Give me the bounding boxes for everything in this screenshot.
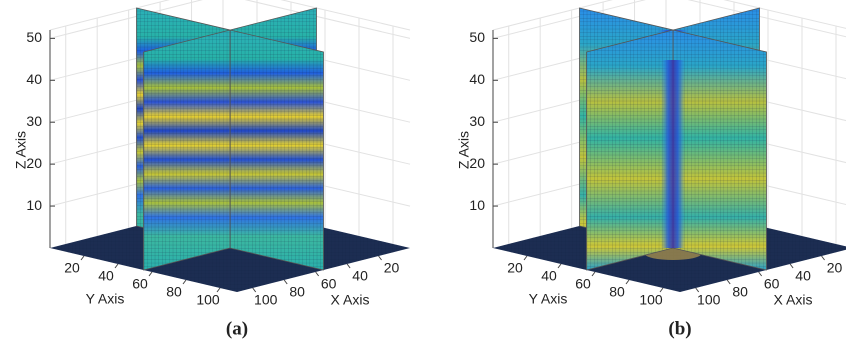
- panel-label: (b): [668, 318, 691, 339]
- z-tick-label: 20: [26, 155, 42, 171]
- y-tick: [80, 255, 85, 261]
- z-tick-label: 30: [26, 113, 42, 129]
- x-tick-label: 60: [321, 276, 337, 292]
- z-tick-label: 10: [26, 197, 42, 213]
- y-tick-label: 40: [541, 268, 557, 284]
- y-tick: [114, 263, 119, 269]
- x-tick-label: 80: [732, 284, 748, 300]
- x-axis-label: X Axis: [774, 292, 813, 308]
- slice-mesh: [672, 29, 767, 271]
- z-axis-label: Z Axis: [13, 131, 29, 169]
- z-grid-line: [49, 0, 411, 39]
- y-axis-label: Y Axis: [529, 291, 568, 307]
- x-tick-label: 40: [795, 268, 811, 284]
- y-tick-label: 60: [575, 276, 591, 292]
- y-tick-label: 100: [639, 292, 663, 308]
- x-tick-label: 20: [384, 260, 400, 276]
- y-tick-label: 60: [132, 276, 148, 292]
- z-tick-label: 40: [26, 71, 42, 87]
- core-band: [661, 60, 685, 248]
- panel-label: (a): [226, 318, 248, 339]
- y-tick-label: 80: [166, 284, 182, 300]
- y-tick: [557, 263, 562, 269]
- panel: 10 20 30 40 50 20 40 60 80 100 20 40 60 80 100 X Axis Y …: [456, 0, 846, 339]
- x-tick: [726, 279, 731, 285]
- wall-edge: [492, 0, 846, 31]
- y-tick: [216, 287, 221, 293]
- x-tick: [821, 255, 825, 261]
- y-tick: [148, 271, 153, 277]
- z-tick-label: 30: [469, 113, 485, 129]
- z-grid-line: [492, 0, 846, 39]
- x-tick: [252, 287, 257, 293]
- y-tick-label: 20: [64, 260, 80, 276]
- x-tick: [346, 263, 351, 269]
- y-tick-label: 100: [196, 292, 220, 308]
- slice-mesh: [143, 29, 231, 271]
- x-tick: [378, 255, 382, 261]
- x-tick-label: 80: [289, 284, 305, 300]
- y-tick-label: 40: [98, 268, 114, 284]
- z-tick-label: 50: [469, 29, 485, 45]
- x-tick-label: 100: [697, 292, 721, 308]
- x-tick-label: 40: [352, 268, 368, 284]
- x-tick: [283, 279, 288, 285]
- y-tick: [523, 255, 528, 261]
- x-tick-label: 100: [254, 292, 278, 308]
- y-tick-label: 20: [507, 260, 523, 276]
- wall-edge: [49, 0, 411, 31]
- y-tick-label: 80: [609, 284, 625, 300]
- x-tick-label: 20: [827, 260, 843, 276]
- x-axis-label: X Axis: [331, 292, 370, 308]
- y-tick: [659, 287, 664, 293]
- y-tick: [591, 271, 596, 277]
- z-axis-label: Z Axis: [456, 131, 472, 169]
- x-tick: [758, 271, 763, 277]
- slice-mesh: [229, 29, 324, 271]
- x-tick: [315, 271, 320, 277]
- x-tick: [695, 287, 700, 293]
- x-tick-label: 60: [764, 276, 780, 292]
- z-tick-label: 20: [469, 155, 485, 171]
- z-tick-label: 10: [469, 197, 485, 213]
- slice-mesh: [586, 29, 674, 271]
- panel: 10 20 30 40 50 20 40 60 80 100 20 40 60 80 100 X Axis Y …: [13, 0, 411, 339]
- z-tick-label: 40: [469, 71, 485, 87]
- z-tick-label: 50: [26, 29, 42, 45]
- y-axis-label: Y Axis: [86, 291, 125, 307]
- y-tick: [625, 279, 630, 285]
- x-tick: [789, 263, 794, 269]
- y-tick: [182, 279, 187, 285]
